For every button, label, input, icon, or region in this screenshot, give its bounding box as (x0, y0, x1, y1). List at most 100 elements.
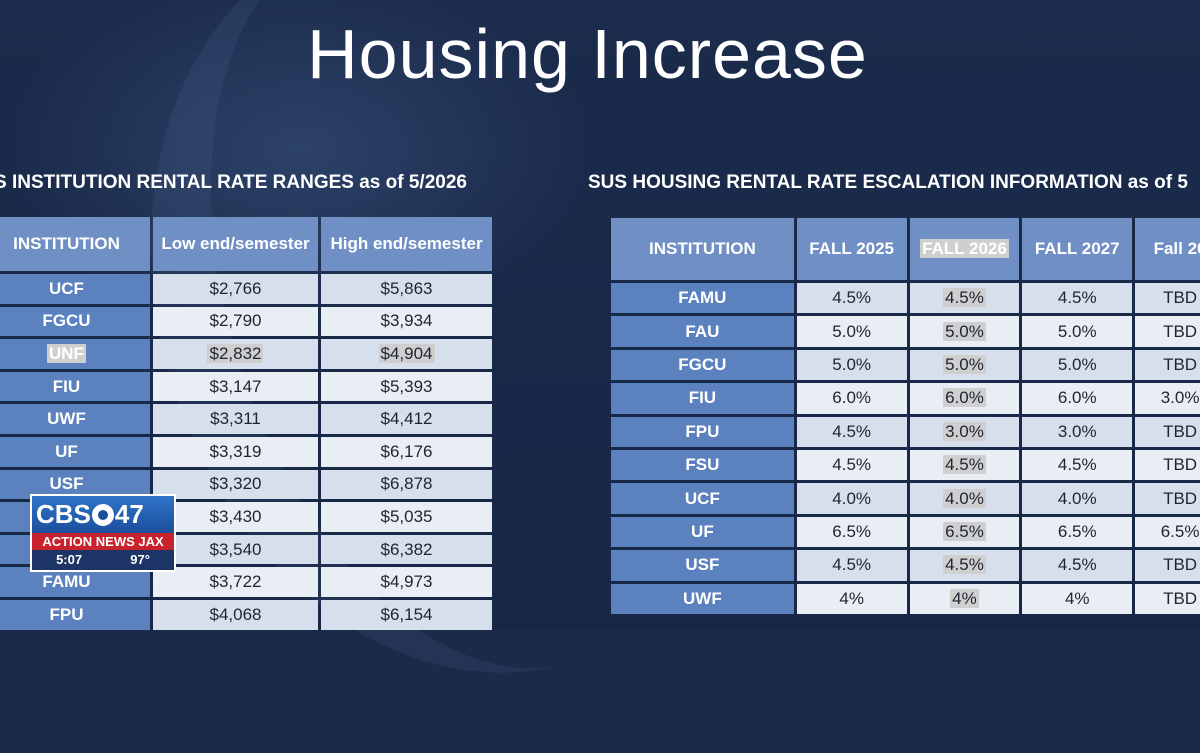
rental-rate-ranges-table: INSTITUTION Low end/semester High end/se… (0, 214, 495, 633)
col-header-institution: INSTITUTION (611, 218, 794, 280)
logo-cbs-text: CBS (36, 499, 91, 529)
cell-text: 4.5% (832, 288, 872, 308)
left-table-subtitle: S INSTITUTION RENTAL RATE RANGES as of 5… (0, 172, 467, 193)
cell-text: UF (691, 521, 714, 541)
cell-text: 4.0% (832, 488, 872, 508)
cell-text: 4% (950, 588, 979, 608)
cell-text: $3,147 (209, 376, 262, 396)
low-end-cell: $2,832 (152, 339, 319, 369)
table-row: UWF 4% 4% 4% TBD (611, 583, 1200, 614)
right-table-clip: INSTITUTION FALL 2025 FALL 2026 FALL 202… (608, 215, 1200, 617)
table-row: FAMU 4.5% 4.5% 4.5% TBD (611, 283, 1200, 314)
institution-cell: UWF (0, 404, 150, 434)
table-row: FIU $3,147 $5,393 (0, 371, 492, 402)
col-header-fall-20xx: Fall 20 (1135, 218, 1200, 280)
low-end-cell: $3,320 (152, 469, 319, 500)
rate-cell: 6.5% (796, 516, 907, 548)
cell-text: 6.5% (832, 521, 872, 541)
high-end-cell: $6,878 (321, 469, 492, 500)
high-end-cell: $4,412 (321, 404, 492, 434)
high-end-cell: $3,934 (321, 306, 492, 337)
cell-text: TBD (1163, 555, 1198, 575)
institution-cell: FPU (611, 416, 794, 447)
cell-text: $6,154 (380, 604, 433, 624)
cell-text: TBD (1163, 321, 1198, 341)
rate-cell: 6.0% (796, 383, 907, 414)
rate-escalation-table: INSTITUTION FALL 2025 FALL 2026 FALL 202… (608, 215, 1200, 617)
col-header-low: Low end/semester (152, 217, 319, 271)
cell-text: $3,320 (209, 474, 262, 494)
cell-text: $4,068 (209, 604, 262, 624)
table-row: FAU 5.0% 5.0% 5.0% TBD (611, 316, 1200, 347)
cell-text: 4.5% (1057, 555, 1097, 575)
institution-cell: FAMU (0, 567, 150, 597)
rate-cell: 4.5% (909, 449, 1020, 481)
cell-text: TBD (1163, 588, 1198, 608)
cell-text: FAU (685, 321, 720, 341)
cell-text: $6,382 (380, 539, 433, 559)
high-end-cell: $6,176 (321, 436, 492, 467)
low-end-cell: $2,790 (152, 306, 319, 337)
institution-cell: FPU (0, 599, 150, 630)
cell-text: $3,319 (209, 441, 262, 461)
cell-text: USF (685, 555, 720, 575)
rate-cell: 5.0% (909, 316, 1020, 347)
logo-top-bar: CBS 47 (30, 494, 176, 533)
col-header-institution: INSTITUTION (0, 217, 150, 271)
cell-text: 4.5% (943, 288, 986, 308)
rate-cell: 4% (1022, 583, 1133, 614)
institution-cell: FGCU (611, 349, 794, 381)
table-row: USF 4.5% 4.5% 4.5% TBD (611, 550, 1200, 581)
institution-cell: FAU (611, 316, 794, 347)
cell-text: TBD (1163, 421, 1198, 441)
cell-text: 3.0% (943, 421, 986, 441)
cell-text: 5.0% (943, 321, 986, 341)
cell-text: TBD (1163, 455, 1198, 475)
cell-text: 4% (1064, 588, 1090, 608)
institution-cell: FSU (611, 449, 794, 481)
cell-text: $2,766 (209, 278, 262, 298)
institution-cell: USF (611, 550, 794, 581)
table-row: FPU 4.5% 3.0% 3.0% TBD (611, 416, 1200, 447)
low-end-cell: $3,722 (152, 567, 319, 597)
col-header-fall-2026: FALL 2026 (909, 218, 1020, 280)
cell-text: 4% (839, 588, 864, 608)
high-end-cell: $5,393 (321, 371, 492, 402)
cell-text: UF (55, 441, 78, 461)
slide-title: Housing Increase (307, 15, 868, 93)
rate-cell: 4.5% (796, 550, 907, 581)
rate-cell: TBD (1135, 550, 1200, 581)
high-end-cell: $4,973 (321, 567, 492, 597)
cell-text: FPU (49, 604, 84, 624)
rate-cell: 4.0% (1022, 483, 1133, 514)
rate-cell: 4.5% (796, 449, 907, 481)
cell-text: $3,722 (209, 572, 262, 592)
cell-text: FGCU (42, 311, 91, 331)
col-header-fall-2025: FALL 2025 (796, 218, 907, 280)
highlighted-header-text: FALL 2026 (920, 239, 1009, 258)
col-header-fall-2027: FALL 2027 (1022, 218, 1133, 280)
station-logo: CBS 47 ACTION NEWS JAX 5:07 97° (30, 494, 176, 572)
cell-text: UCF (684, 488, 720, 508)
low-end-cell: $2,766 (152, 274, 319, 304)
rate-cell: 4.5% (1022, 283, 1133, 314)
high-end-cell: $4,904 (321, 339, 492, 369)
cell-text: $4,904 (378, 343, 435, 363)
high-end-cell: $5,035 (321, 502, 492, 532)
right-table-subtitle: SUS HOUSING RENTAL RATE ESCALATION INFOR… (588, 172, 1188, 193)
logo-time-temp: 5:07 97° (30, 550, 176, 572)
rate-cell: 3.0% (1022, 416, 1133, 447)
cell-text: $4,973 (380, 572, 433, 592)
cell-text: FAMU (42, 572, 91, 592)
cell-text: $5,393 (380, 376, 433, 396)
cell-text: 3.0% (1160, 388, 1200, 408)
cell-text: $4,412 (380, 409, 433, 429)
cell-text: 4.5% (832, 421, 872, 441)
cell-text: FPU (685, 421, 720, 441)
high-end-cell: $5,863 (321, 274, 492, 304)
rate-cell: 4.5% (796, 416, 907, 447)
low-end-cell: $3,147 (152, 371, 319, 402)
rate-cell: TBD (1135, 449, 1200, 481)
rate-cell: 6.5% (909, 516, 1020, 548)
table-row: FGCU $2,790 $3,934 (0, 306, 492, 337)
